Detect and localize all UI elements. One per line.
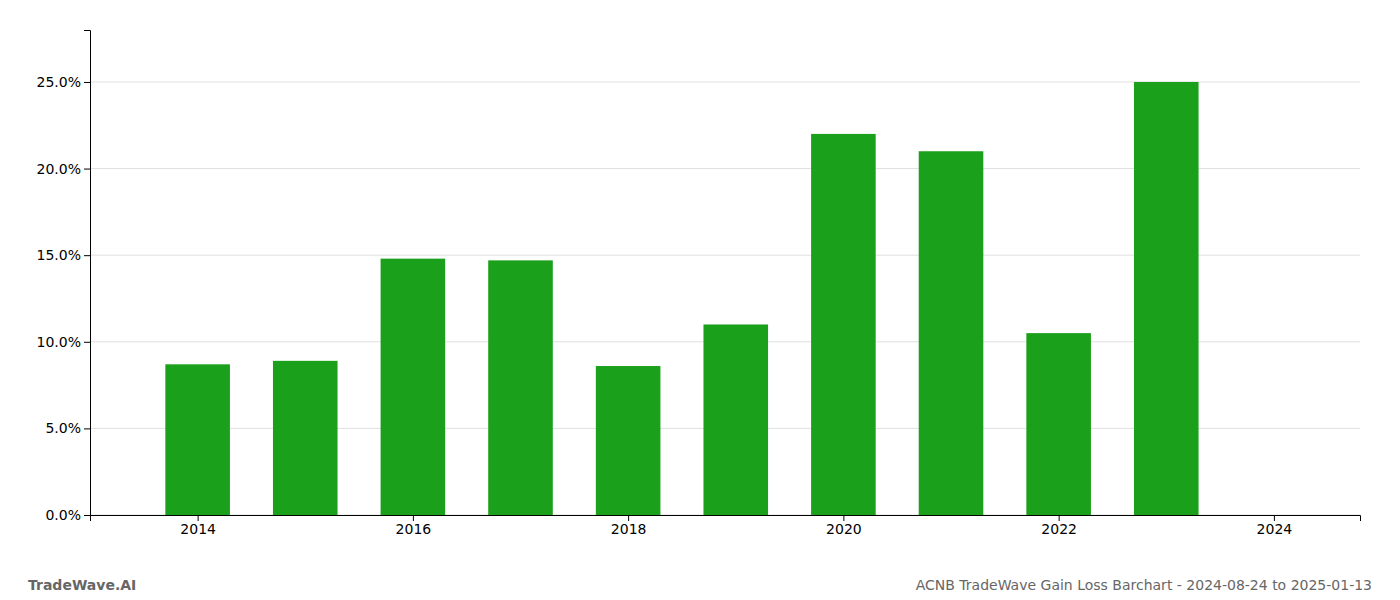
grid (90, 82, 1360, 515)
bar (811, 134, 876, 515)
x-tick: 2024 (1257, 515, 1293, 537)
y-tick-mark (84, 82, 90, 83)
y-axis: 0.0% 5.0% 10.0% 15.0% 20.0% 25.0% (37, 31, 91, 523)
x-tick: 2022 (1041, 515, 1077, 537)
chart-container: 2014 2016 2018 2020 2022 2024 0.0% 5.0% 10.0% 15.… (0, 0, 1400, 600)
x-axis: 2014 2016 2018 2020 2022 2024 (91, 515, 1361, 537)
x-tick: 2016 (396, 515, 432, 537)
y-axis-line (84, 31, 91, 516)
bar (596, 366, 661, 515)
y-tick-mark (84, 515, 90, 516)
y-tick: 15.0% (37, 247, 90, 263)
x-tick-label: 2018 (611, 521, 647, 537)
bar (488, 260, 553, 515)
y-tick-label: 10.0% (37, 334, 81, 350)
y-tick: 20.0% (37, 161, 90, 177)
bar (1026, 333, 1091, 515)
y-tick-mark (84, 428, 90, 429)
chart-svg: 2014 2016 2018 2020 2022 2024 0.0% 5.0% 10.0% 15.… (0, 0, 1400, 600)
x-tick-label: 2014 (180, 521, 216, 537)
x-tick-label: 2022 (1041, 521, 1077, 537)
bar (165, 364, 230, 515)
bar (703, 324, 768, 515)
y-tick-mark (84, 342, 90, 343)
bar (273, 361, 338, 515)
y-tick-label: 25.0% (37, 74, 81, 90)
y-tick-label: 15.0% (37, 247, 81, 263)
y-tick: 10.0% (37, 334, 90, 350)
footer-left: TradeWave.AI (28, 577, 136, 593)
bar (1134, 82, 1199, 515)
x-tick-label: 2016 (396, 521, 432, 537)
y-tick: 0.0% (45, 507, 90, 523)
y-tick-mark (84, 255, 90, 256)
y-tick-mark (84, 169, 90, 170)
y-tick-label: 0.0% (45, 507, 81, 523)
x-axis-line (91, 516, 1361, 522)
x-tick: 2020 (826, 515, 862, 537)
y-tick: 5.0% (45, 420, 90, 436)
bar (381, 259, 446, 515)
y-tick-label: 5.0% (45, 420, 81, 436)
x-tick: 2018 (611, 515, 647, 537)
bar (919, 151, 984, 515)
x-tick-label: 2020 (826, 521, 862, 537)
bars (165, 82, 1198, 515)
y-tick: 25.0% (37, 74, 90, 90)
footer-right: ACNB TradeWave Gain Loss Barchart - 2024… (916, 577, 1372, 593)
x-tick-label: 2024 (1257, 521, 1293, 537)
y-tick-label: 20.0% (37, 161, 81, 177)
x-tick: 2014 (180, 515, 216, 537)
